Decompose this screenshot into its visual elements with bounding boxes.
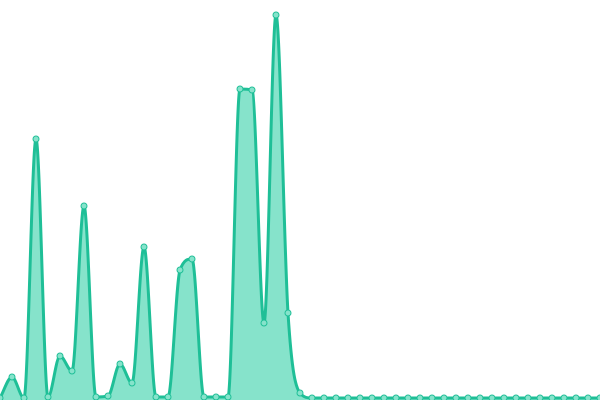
point — [152, 393, 160, 400]
point — [32, 135, 40, 143]
point — [440, 394, 448, 400]
point — [260, 319, 268, 327]
point — [164, 393, 172, 400]
point — [476, 394, 484, 400]
point — [308, 394, 316, 400]
point — [68, 367, 76, 375]
area-fill — [0, 15, 600, 400]
point — [380, 394, 388, 400]
point — [344, 394, 352, 400]
point — [584, 394, 592, 400]
point — [80, 202, 88, 210]
point — [404, 394, 412, 400]
point — [176, 266, 184, 274]
point — [356, 394, 364, 400]
point — [20, 394, 28, 400]
point — [0, 394, 4, 400]
point — [128, 379, 136, 387]
point — [488, 394, 496, 400]
point — [116, 360, 124, 368]
point — [524, 394, 532, 400]
point — [512, 394, 520, 400]
point — [56, 352, 64, 360]
point — [428, 394, 436, 400]
point — [140, 243, 148, 251]
point — [596, 394, 600, 400]
point — [284, 309, 292, 317]
point — [416, 394, 424, 400]
point — [548, 394, 556, 400]
point — [560, 394, 568, 400]
point — [8, 373, 16, 381]
point — [224, 393, 232, 400]
point — [104, 392, 112, 400]
point — [188, 255, 196, 263]
point — [236, 85, 244, 93]
point — [572, 394, 580, 400]
point — [536, 394, 544, 400]
point — [272, 11, 280, 19]
point — [296, 389, 304, 397]
point — [500, 394, 508, 400]
point — [464, 394, 472, 400]
point — [392, 394, 400, 400]
point — [92, 393, 100, 400]
point — [320, 394, 328, 400]
point — [368, 394, 376, 400]
point — [212, 393, 220, 400]
point — [332, 394, 340, 400]
point — [452, 394, 460, 400]
point — [44, 393, 52, 400]
point — [248, 86, 256, 94]
point — [200, 393, 208, 400]
